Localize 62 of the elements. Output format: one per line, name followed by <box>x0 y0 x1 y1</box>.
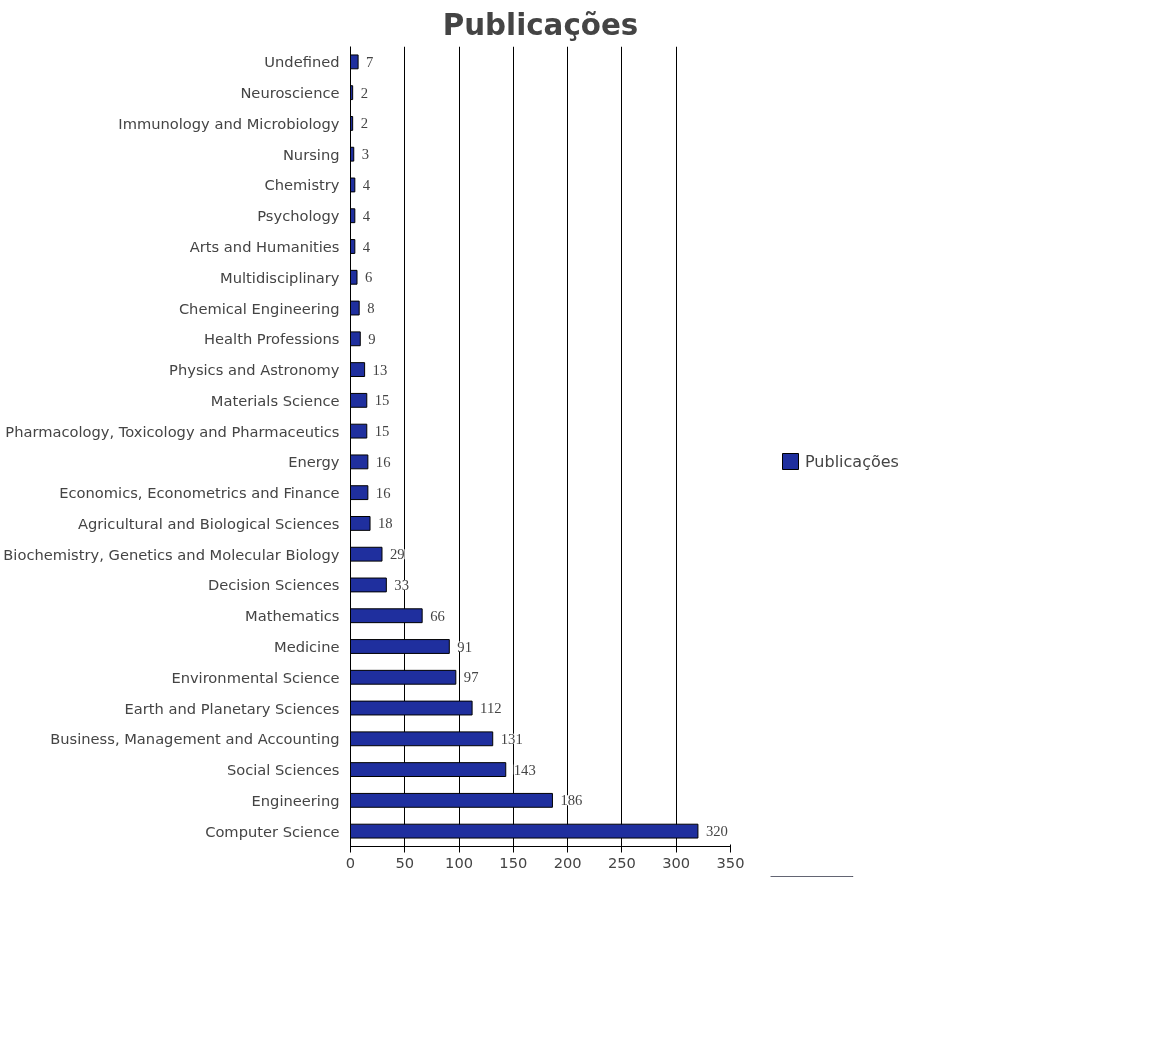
y-tick-label: Undefined <box>264 53 340 71</box>
data-label: 4 <box>362 238 371 255</box>
data-label: 15 <box>374 392 390 409</box>
data-label: 13 <box>372 361 388 378</box>
y-tick-label: Mathematics <box>245 607 340 625</box>
y-tick-label: Economics, Econometrics and Finance <box>59 484 340 502</box>
x-tick-label: 350 <box>716 853 745 871</box>
y-tick-label: Decision Sciences <box>207 576 340 594</box>
legend-label: Publicações <box>805 451 899 471</box>
data-label: 6 <box>365 269 373 286</box>
data-label: 4 <box>362 176 371 193</box>
x-tick-label: 200 <box>553 853 582 871</box>
y-tick-label: Chemical Engineering <box>178 299 340 317</box>
data-label: 18 <box>378 515 393 532</box>
data-label: 4 <box>362 207 371 224</box>
data-label: 16 <box>375 453 391 470</box>
data-label: 8 <box>367 300 375 317</box>
y-tick-label: Health Professions <box>204 330 340 348</box>
y-tick-label: Computer Science <box>205 822 340 840</box>
y-tick-label: Biochemistry, Genetics and Molecular Biology <box>3 545 340 563</box>
data-label: 91 <box>457 638 472 655</box>
x-tick-label: 100 <box>445 853 474 871</box>
data-label: 16 <box>375 484 391 501</box>
y-tick-label: Arts and Humanities <box>189 238 340 255</box>
data-label: 2 <box>360 84 368 101</box>
x-tick-label: 50 <box>395 853 415 871</box>
data-label: 2 <box>360 115 368 132</box>
data-label: 29 <box>389 546 405 563</box>
y-tick-label: Environmental Science <box>171 668 340 686</box>
y-tick-label: Energy <box>288 453 340 471</box>
y-tick-label: Physics and Astronomy <box>169 361 340 379</box>
data-label: 320 <box>705 823 728 840</box>
data-label: 143 <box>513 761 536 778</box>
y-tick-label: Engineering <box>251 791 340 809</box>
data-label: 9 <box>368 330 376 347</box>
y-tick-label: Neuroscience <box>240 84 340 102</box>
y-tick-label: Medicine <box>274 638 340 655</box>
x-tick-label: 150 <box>499 853 528 871</box>
data-label: 3 <box>361 146 370 163</box>
y-tick-label: Business, Management and Accounting <box>50 730 340 748</box>
y-tick-label: Materials Science <box>210 391 340 409</box>
data-label: 66 <box>430 607 445 624</box>
y-tick-label: Social Sciences <box>226 761 340 779</box>
y-tick-label: Earth and Planetary Sciences <box>124 699 340 717</box>
y-tick-label: Chemistry <box>264 176 340 194</box>
y-tick-label: Immunology and Microbiology <box>118 114 340 132</box>
y-tick-label: Psychology <box>257 207 340 225</box>
data-label: 131 <box>500 730 523 747</box>
chart-title: Publicações <box>442 7 639 42</box>
data-label: 112 <box>480 700 502 717</box>
y-tick-label: Multidisciplinary <box>220 268 340 286</box>
y-tick-label: Agricultural and Biological Sciences <box>77 514 340 532</box>
data-label: 97 <box>463 669 479 686</box>
data-label: 15 <box>374 423 390 440</box>
x-tick-label: 250 <box>607 853 636 871</box>
x-tick-label: 300 <box>662 853 691 871</box>
x-tick-label: 0 <box>345 853 356 871</box>
data-label: 33 <box>394 576 409 593</box>
y-tick-label: Pharmacology, Toxicology and Pharmaceutics <box>5 422 340 440</box>
y-tick-label: Nursing <box>282 145 340 163</box>
data-label: 186 <box>560 792 583 809</box>
data-label: 7 <box>366 53 374 70</box>
